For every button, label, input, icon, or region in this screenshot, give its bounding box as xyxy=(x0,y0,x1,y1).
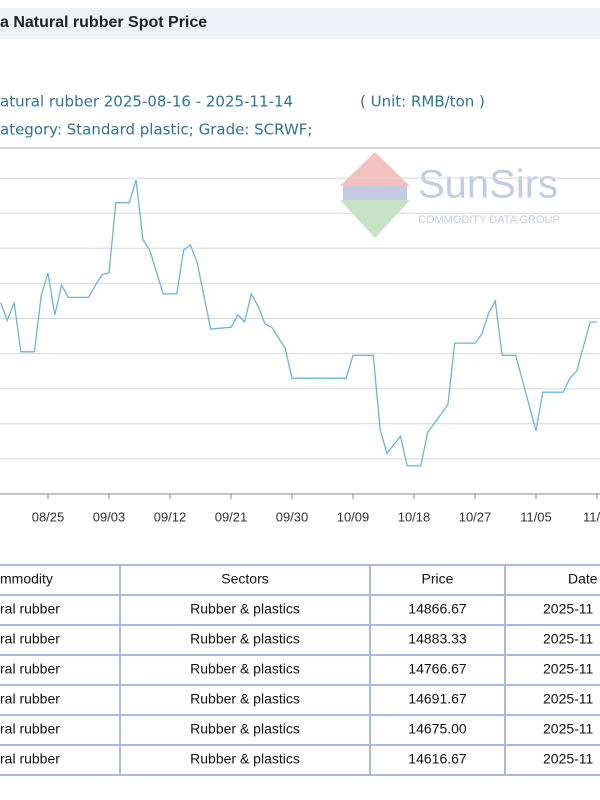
table-cell: 14675.00 xyxy=(408,721,467,737)
table-cell: Rubber & plastics xyxy=(190,751,300,767)
page-title: a Natural rubber Spot Price xyxy=(0,14,207,31)
table-cell: Rubber & plastics xyxy=(190,721,300,737)
table-cell: 14883.33 xyxy=(408,631,467,647)
chart-caption: ategory: Standard plastic; Grade: SCRWF; xyxy=(0,121,312,139)
table-cell: 14766.67 xyxy=(408,661,467,677)
x-tick-label: 09/30 xyxy=(276,509,309,524)
x-tick-label: 11/ xyxy=(583,509,600,524)
table-cell: ral rubber xyxy=(0,691,60,707)
chart-subtitle: atural rubber 2025-08-16 - 2025-11-14 xyxy=(0,93,293,111)
table-cell: 14691.67 xyxy=(408,691,467,707)
column-header: Date xyxy=(568,571,598,587)
x-tick-label: 08/25 xyxy=(32,509,65,524)
table: mmodity Sectors Price Date ral rubber Rubber … xyxy=(0,564,600,776)
table-cell: 2025-11 xyxy=(543,721,594,737)
table-cell: Rubber & plastics xyxy=(190,631,300,647)
table-cell: 2025-11 xyxy=(543,631,594,647)
watermark: SunSirs COMMODITY DATA GROUP xyxy=(340,152,560,238)
table-cell: ral rubber xyxy=(0,661,60,677)
watermark-subtext: COMMODITY DATA GROUP xyxy=(418,214,560,226)
table-cell: 2025-11 xyxy=(543,661,594,677)
x-tick-label: 09/21 xyxy=(215,509,248,524)
x-tick-label: 11/05 xyxy=(520,509,552,524)
table-cell: 14616.67 xyxy=(408,751,467,767)
table-cell: Rubber & plastics xyxy=(190,601,300,617)
x-tick-label: 10/18 xyxy=(398,509,431,524)
header-bar xyxy=(0,8,600,39)
x-tick-label: 09/12 xyxy=(154,509,187,524)
table-cell: 2025-11 xyxy=(543,751,594,767)
table-cell: Rubber & plastics xyxy=(190,691,300,707)
table-cell: 2025-11 xyxy=(543,601,594,617)
table-border xyxy=(0,564,600,776)
plot-area xyxy=(0,177,600,467)
column-header: Sectors xyxy=(221,571,268,587)
table-cell: ral rubber xyxy=(0,721,60,737)
table-cell: ral rubber xyxy=(0,751,60,767)
unit-label: ( Unit: RMB/ton ) xyxy=(360,93,485,111)
x-tick-label: 09/03 xyxy=(93,509,126,524)
table-cell: 2025-11 xyxy=(543,691,594,707)
column-header: mmodity xyxy=(0,571,53,587)
watermark-text: SunSirs xyxy=(418,163,558,207)
x-tick-label: 10/27 xyxy=(459,509,492,524)
table-cell: ral rubber xyxy=(0,601,60,617)
price-line xyxy=(0,179,597,467)
x-tick-label: 10/09 xyxy=(337,509,370,524)
table-cell: Rubber & plastics xyxy=(190,661,300,677)
table-cell: 14866.67 xyxy=(408,601,467,617)
table-cell: ral rubber xyxy=(0,631,60,647)
column-header: Price xyxy=(422,571,454,587)
